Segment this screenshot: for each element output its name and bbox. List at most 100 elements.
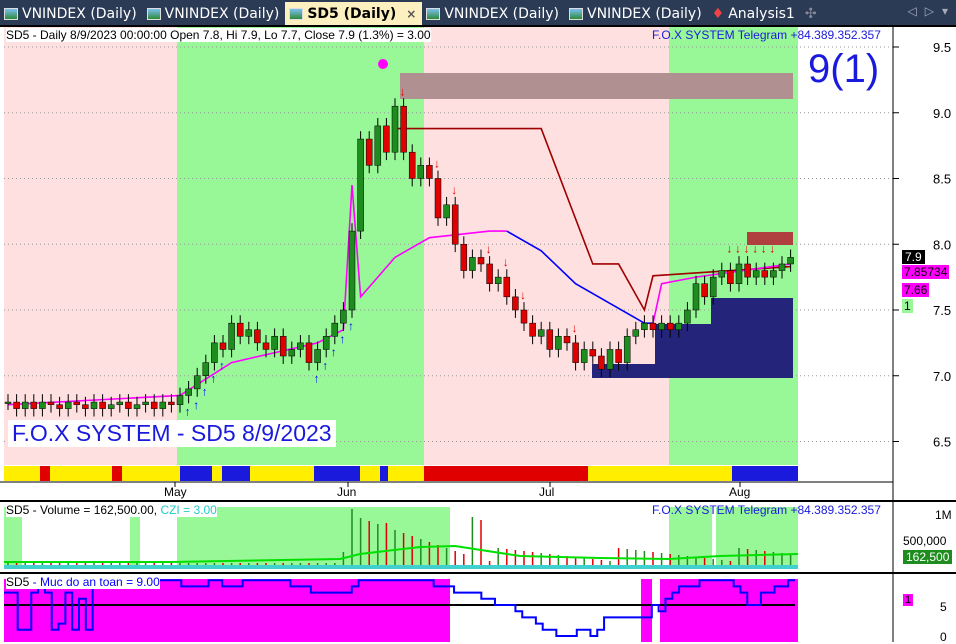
tab-vnindex-2[interactable]: VNINDEX (Daily)	[143, 2, 286, 25]
candle-body	[365, 138, 373, 166]
candle-body	[434, 178, 442, 219]
y-tick-label: 9.5	[933, 40, 951, 55]
resistance-zone	[400, 73, 793, 99]
candle-body	[133, 404, 141, 409]
candle-body	[176, 395, 184, 405]
candle-body	[297, 342, 304, 350]
chart-icon	[146, 7, 161, 20]
candle-body	[563, 336, 571, 344]
support-zone	[592, 364, 793, 378]
trend-line-magenta	[7, 185, 507, 406]
candle-body	[503, 276, 511, 298]
tab-vnindex-4[interactable]: VNINDEX (Daily)	[565, 2, 708, 25]
candle-body	[262, 342, 270, 350]
sell-arrow-icon: ↓	[735, 241, 741, 255]
signal-strip-segment	[588, 466, 732, 481]
volume-pane-title: SD5 - Volume = 162,500.00, CZI = 3.00	[6, 503, 217, 517]
chart-icon	[569, 7, 583, 20]
tab-analysis1[interactable]: ♦ Analysis1	[711, 5, 795, 22]
background-zone	[4, 27, 177, 465]
candle-body	[236, 322, 244, 337]
volume-tag: 162,500	[903, 550, 953, 564]
signal-strip-segment	[732, 466, 798, 481]
candle-body	[168, 401, 175, 405]
chart-icon	[4, 7, 18, 20]
candle-body	[408, 151, 416, 179]
candle-body	[572, 342, 579, 363]
indicator-tag-2: 7.66	[902, 283, 930, 297]
telegram-label: F.O.X SYSTEM Telegram +84.389.352.357	[652, 503, 881, 517]
candle-body	[400, 105, 407, 153]
candle-body	[477, 257, 485, 265]
candle-body	[219, 342, 227, 350]
candle-body	[486, 263, 493, 284]
candle-body	[770, 270, 777, 278]
signal-strip-segment	[360, 466, 380, 481]
scroll-left-icon[interactable]: ◁	[907, 4, 917, 18]
candle-body	[460, 244, 468, 271]
volume-chart[interactable]	[0, 502, 956, 572]
signal-strip-segment	[314, 466, 360, 481]
tab-menu-icon[interactable]: ▾	[941, 4, 948, 18]
buy-arrow-icon: ↑	[314, 371, 320, 385]
safety-pane[interactable]: SD5 - Muc do an toan = 9.00 5 0 1	[0, 572, 956, 644]
candle-body	[752, 270, 760, 278]
candle-body	[322, 336, 330, 350]
buy-arrow-icon: ↑	[219, 358, 225, 372]
candle-body	[727, 270, 734, 284]
volume-pane[interactable]: SD5 - Volume = 162,500.00, CZI = 3.00 F.…	[0, 500, 956, 572]
candle-body	[735, 263, 743, 284]
tab-vnindex-1[interactable]: VNINDEX (Daily)	[0, 2, 143, 25]
signal-strip-segment	[112, 466, 122, 481]
tab-sd5[interactable]: SD5 (Daily) ×	[285, 2, 423, 25]
signal-strip-segment	[380, 466, 388, 481]
candle-body	[744, 263, 751, 278]
candle-body	[641, 322, 648, 330]
add-tab-button[interactable]: ✣	[804, 5, 817, 22]
candle-body	[314, 349, 321, 363]
candle-body	[90, 401, 98, 409]
sell-arrow-icon: ↓	[752, 241, 758, 255]
buy-arrow-icon: ↑	[210, 371, 216, 385]
watermark-label: F.O.X SYSTEM - SD5 8/9/2023	[8, 420, 336, 447]
signal-strip-segment	[388, 466, 424, 481]
volume-ma-line	[4, 544, 799, 563]
signal-label: 9(1)	[808, 47, 880, 91]
background-zone	[4, 507, 22, 565]
candle-body	[185, 388, 192, 396]
tab-vnindex-3[interactable]: VNINDEX (Daily)	[422, 2, 565, 25]
peak-marker	[378, 59, 388, 69]
sell-arrow-icon: ↓	[572, 321, 578, 335]
candle-body	[357, 138, 364, 232]
candle-body	[684, 309, 691, 324]
candle-body	[555, 336, 562, 350]
signal-strip-segment	[424, 466, 588, 481]
sell-arrow-icon: ↓	[434, 157, 440, 171]
candle-body	[623, 336, 631, 363]
candle-body	[537, 329, 545, 337]
candle-body	[709, 276, 717, 298]
candle-body	[348, 230, 356, 311]
buy-arrow-icon: ↑	[331, 345, 337, 359]
y-tick-label: 7.5	[933, 303, 951, 318]
close-tab-icon[interactable]: ×	[406, 6, 417, 21]
candle-body	[443, 204, 450, 219]
candle-body	[150, 401, 158, 409]
y-tick-label: 6.5	[933, 435, 951, 450]
candle-body	[125, 401, 132, 409]
candle-body	[529, 322, 536, 337]
volume-tick-1m: 1M	[935, 508, 952, 522]
background-zone	[177, 507, 450, 565]
czi-strip	[4, 565, 798, 569]
scroll-right-icon[interactable]: ▷	[924, 4, 934, 18]
sell-arrow-icon: ↓	[486, 242, 492, 256]
buy-arrow-icon: ↑	[193, 398, 199, 412]
signal-strip-segment	[212, 466, 222, 481]
candle-body	[589, 349, 597, 357]
sell-arrow-icon: ↓	[769, 241, 775, 255]
volume-tick-500k: 500,000	[903, 534, 947, 548]
buy-arrow-icon: ↑	[322, 358, 328, 372]
x-tick-label: Aug	[729, 485, 750, 499]
price-pane[interactable]: 9.5 9.0 8.5 8.0 7.5 7.0 6.5 May Jun Jul Aug ↑ ↑ ↑ ↑ ↑ ↑ ↑…	[0, 25, 956, 500]
